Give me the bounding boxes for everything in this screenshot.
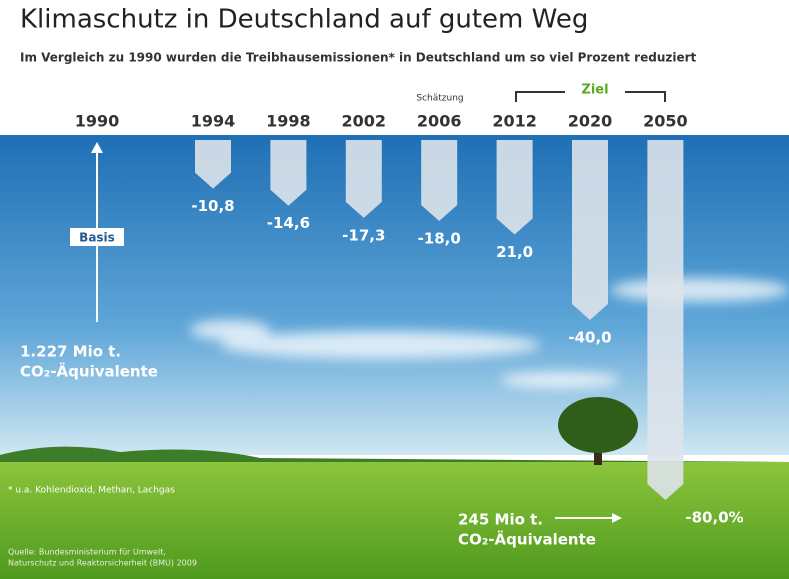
x-tick-label: 2006 [417, 112, 462, 131]
value-label: -17,3 [342, 226, 385, 244]
estimate-note: Schätzung [416, 94, 463, 104]
value-label: 21,0 [496, 243, 533, 261]
footnote: * u.a. Kohlendioxid, Methan, Lachgas [8, 486, 175, 496]
x-tick-label: 2020 [568, 112, 613, 131]
value-label: -14,6 [267, 214, 310, 232]
source: Naturschutz und Reaktorsicherheit (BMU) … [8, 559, 197, 568]
end-unit: CO₂-Äquivalente [458, 530, 596, 549]
end-amount: 245 Mio t. [458, 511, 543, 529]
chart-title: Klimaschutz in Deutschland auf gutem Weg [20, 5, 588, 35]
source: Quelle: Bundesministerium für Umwelt, [8, 548, 166, 557]
subtitle: Im Vergleich zu 1990 wurden die Treibhau… [20, 51, 697, 65]
value-label: -18,0 [418, 230, 461, 248]
arrow-bar [421, 140, 457, 221]
value-label: -40,0 [568, 329, 611, 347]
chart: Klimaschutz in Deutschland auf gutem Weg… [0, 0, 789, 579]
x-tick-label: 1990 [75, 112, 120, 131]
basis-label: Basis [79, 231, 115, 245]
x-tick-label: 2012 [492, 112, 537, 131]
base-unit: CO₂-Äquivalente [20, 362, 158, 381]
arrow-bar [647, 140, 683, 500]
base-amount: 1.227 Mio t. [20, 343, 121, 361]
value-label: -80,0% [685, 509, 743, 527]
x-tick-label: 2002 [342, 112, 387, 131]
x-tick-label: 1998 [266, 112, 311, 131]
arrow-bar [572, 140, 608, 320]
x-tick-label: 2050 [643, 112, 688, 131]
target-note: Ziel [581, 83, 608, 98]
x-tick-label: 1994 [191, 112, 236, 131]
arrow-bar [346, 140, 382, 218]
arrow-bar [497, 140, 533, 235]
value-label: -10,8 [191, 197, 234, 215]
